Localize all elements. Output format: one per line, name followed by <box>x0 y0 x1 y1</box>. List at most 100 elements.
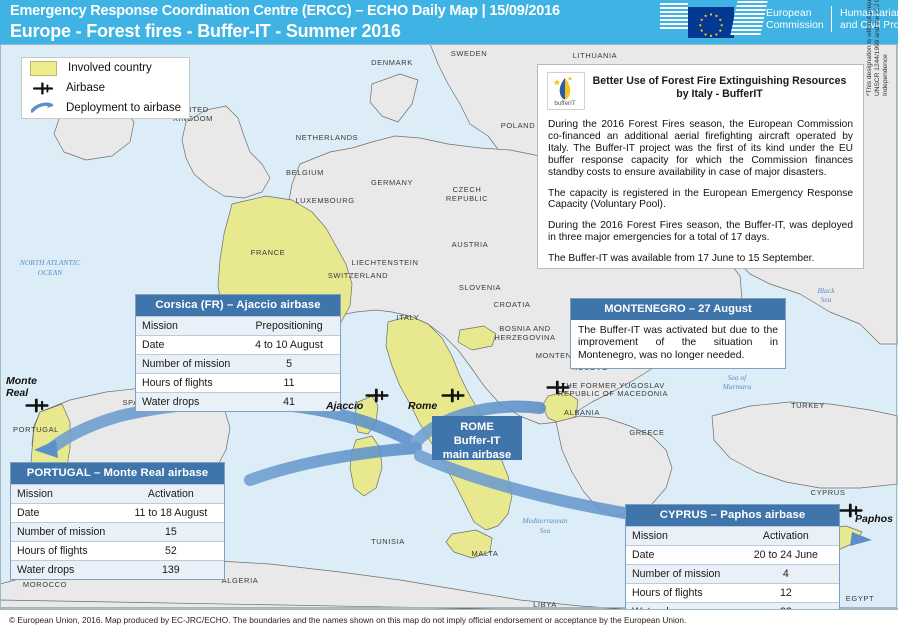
info-box-title: Better Use of Forest Fire Extinguishing … <box>592 75 847 100</box>
table-row: Number of mission 4 <box>626 564 839 583</box>
map-country-label: FRANCE <box>251 248 285 257</box>
plane-icon <box>30 81 55 95</box>
table-cell-key: Date <box>632 549 655 561</box>
info-box-header: bufferIT Better Use of Forest Fire Extin… <box>547 72 854 110</box>
table-header: CYPRUS – Paphos airbase <box>626 505 839 526</box>
table-cell-value: 20 to 24 June <box>753 549 818 561</box>
table-row: Mission Activation <box>11 484 224 503</box>
kosovo-disclaimer: *This designation is without prejudice t… <box>866 0 889 96</box>
eu-commission-label: European Commission <box>766 7 824 31</box>
map-country-label: BELGIUM <box>286 168 324 177</box>
legend-item-deployment: Deployment to airbase <box>22 98 189 118</box>
table-header: Corsica (FR) – Ajaccio airbase <box>136 295 340 316</box>
label-paphos: Paphos <box>855 513 893 525</box>
map-country-label: LITHUANIA <box>573 51 618 60</box>
eu-stars-icon <box>699 12 723 37</box>
map-country-label: CYPRUS <box>811 488 846 497</box>
table-cell-value: 41 <box>283 396 295 408</box>
table-row: Number of mission 15 <box>11 522 224 541</box>
logo-stripes-right-icon <box>730 1 768 35</box>
note-box-montenegro: MONTENEGRO – 27 August The Buffer-IT was… <box>570 298 786 370</box>
bufferit-logo-icon: bufferIT <box>547 72 585 110</box>
map-country-label: EGYPT <box>846 594 874 603</box>
map-country-label: ALGERIA <box>222 576 259 585</box>
legend-label: Involved country <box>68 62 152 74</box>
table-cell-value: Activation <box>762 530 809 542</box>
table-cell-value: Activation <box>147 488 194 500</box>
table-row: Number of mission 5 <box>136 354 340 373</box>
info-box: bufferIT Better Use of Forest Fire Extin… <box>537 64 864 269</box>
airbase-marker-paphos[interactable] <box>838 503 864 523</box>
legend-item-involved-country: Involved country <box>22 58 189 78</box>
map-country-label: LIECHTENSTEIN <box>352 258 419 267</box>
table-cell-value: 5 <box>286 358 292 370</box>
table-row: Water drops 139 <box>11 560 224 579</box>
eu-logo: European Commission Humanitarian Aid and… <box>660 1 898 43</box>
map-sea-label: Mediterranean <box>522 516 568 525</box>
table-cell-value: Prepositioning <box>255 320 323 332</box>
rome-callout-line1: ROME <box>460 421 494 433</box>
rome-callout-line3: main airbase <box>442 449 512 461</box>
svg-text:bufferIT: bufferIT <box>554 100 575 107</box>
map-country-label: POLAND <box>501 121 535 130</box>
map-country-label: ALBANIA <box>564 408 600 417</box>
table-cell-value: 15 <box>164 526 177 538</box>
eu-flag-icon <box>688 6 734 38</box>
map-country-label: GERMANY <box>371 178 413 187</box>
map-country-label: SLOVENIA <box>459 283 501 292</box>
table-row: Mission Prepositioning <box>136 316 340 335</box>
page-title: Europe - Forest fires - Buffer-IT - Summ… <box>10 21 401 41</box>
table-cell-value: 12 <box>779 587 792 599</box>
info-box-paragraph-4: The Buffer-IT was available from 17 June… <box>548 253 815 265</box>
table-cell-key: Water drops <box>142 396 200 408</box>
map-sea-label: Sea <box>821 295 832 304</box>
table-row: Hours of flights 52 <box>11 541 224 560</box>
table-cell-key: Hours of flights <box>632 587 703 599</box>
note-box-body: The Buffer-IT was activated but due to t… <box>578 325 778 361</box>
map-country-label: KINGDOM <box>173 114 213 123</box>
table-cell-key: Mission <box>632 530 668 542</box>
info-box-paragraph-2: The capacity is registered in the Europe… <box>548 187 853 211</box>
legend-item-airbase: Airbase <box>22 78 189 98</box>
map-country-label: REPUBLIC <box>446 194 488 203</box>
table-header: PORTUGAL – Monte Real airbase <box>11 463 224 484</box>
table-cell-key: Number of mission <box>142 358 231 370</box>
map-country-label: SPAIN <box>123 398 148 407</box>
info-box-paragraph-3: During the 2016 Forest Fires season, the… <box>548 220 853 244</box>
note-box-title: MONTENEGRO – 27 August <box>571 299 785 320</box>
map-legend: Involved country Airbase Deployment to a… <box>21 57 190 119</box>
map-country-label: ITALY <box>397 313 420 322</box>
legend-label: Deployment to airbase <box>66 102 182 114</box>
table-row: Mission Activation <box>626 526 839 545</box>
map-country-label: LIBYA <box>533 600 557 609</box>
table-cell-key: Number of mission <box>17 526 106 538</box>
table-cell-value: 11 <box>283 377 295 389</box>
map-sea-label: Sea of <box>728 373 747 382</box>
airbase-marker-ajaccio[interactable] <box>364 388 390 408</box>
map-country-label: MONTENEGRO <box>536 351 597 360</box>
table-row: Date 20 to 24 June <box>626 545 839 564</box>
map-sea-label: Black <box>817 286 835 295</box>
label-rome: Rome <box>408 400 438 412</box>
table-cell-key: Hours of flights <box>17 545 88 557</box>
arrow-icon <box>30 101 55 115</box>
map-country-label: SWEDEN <box>451 49 488 58</box>
table-cyprus-paphos: CYPRUS – Paphos airbase Mission Activation… <box>625 504 840 622</box>
rome-callout-line2: Buffer-IT <box>453 435 501 447</box>
airbase-marker-rome[interactable] <box>440 388 466 408</box>
table-portugal-monte-real: PORTUGAL – Monte Real airbase Mission Acti… <box>10 462 225 580</box>
legend-label: Airbase <box>66 82 105 94</box>
table-row: Hours of flights 12 <box>626 583 839 602</box>
airbase-marker-montenegro[interactable] <box>545 380 571 400</box>
map-country-label: NETHERLANDS <box>296 133 358 142</box>
airbase-marker-monte-real[interactable] <box>24 398 50 418</box>
table-cell-value: 4 <box>782 568 789 580</box>
map-country-label: CZECH <box>453 185 482 194</box>
map-country-label: TUNISIA <box>371 537 405 546</box>
table-row: Date 11 to 18 August <box>11 503 224 522</box>
table-cell-value: 11 to 18 August <box>134 507 208 519</box>
logo-stripes-left-icon <box>660 3 688 31</box>
map-sea-label: Sea <box>540 526 551 535</box>
table-row: Hours of flights 11 <box>136 373 340 392</box>
